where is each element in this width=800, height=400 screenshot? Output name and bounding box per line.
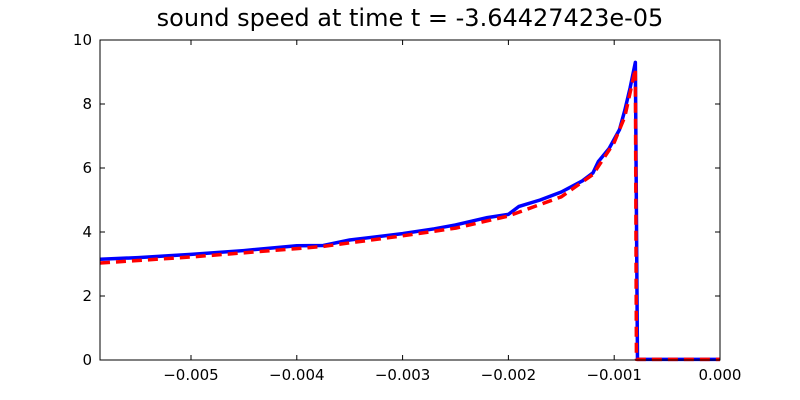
- x-tick-label: −0.003: [375, 366, 431, 384]
- y-tick-label: 0: [82, 351, 92, 369]
- x-tick-label: −0.001: [586, 366, 642, 384]
- x-tick-label: −0.004: [269, 366, 325, 384]
- y-tick-label: 10: [73, 31, 92, 49]
- x-tick-label: −0.002: [481, 366, 537, 384]
- x-tick-label: 0.000: [699, 366, 742, 384]
- plot-frame: [99, 39, 721, 361]
- x-tick-label: −0.005: [163, 366, 219, 384]
- series-line: [100, 60, 720, 362]
- y-tick-label: 4: [82, 223, 92, 241]
- series-line: [100, 67, 720, 362]
- y-tick-label: 6: [82, 159, 92, 177]
- chart-title: sound speed at time t = -3.64427423e-05: [157, 4, 664, 32]
- y-tick-label: 2: [82, 287, 92, 305]
- y-tick-label: 8: [82, 95, 92, 113]
